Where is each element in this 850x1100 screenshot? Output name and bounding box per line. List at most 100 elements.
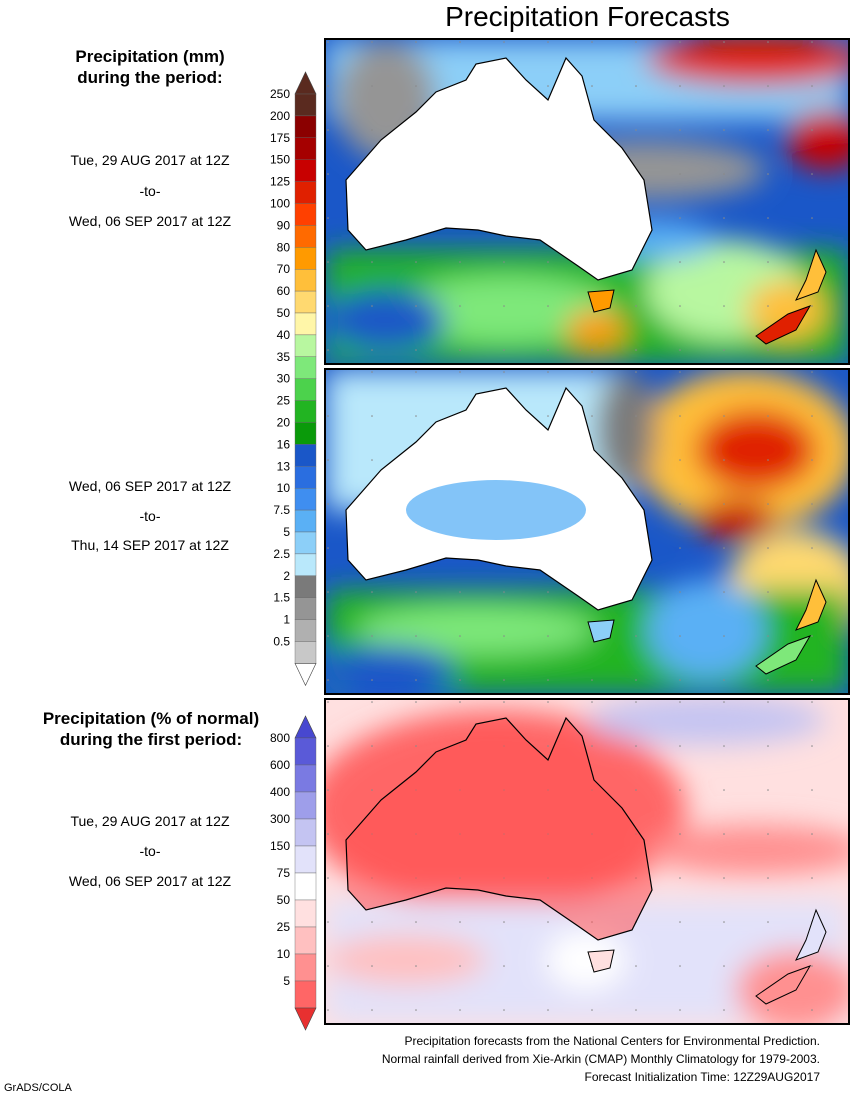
amount-colorbar-tick-label: 40 — [277, 328, 291, 342]
amount-colorbar-segment — [294, 575, 317, 598]
amount-colorbar-tick-label: 16 — [277, 437, 291, 451]
percent-colorbar-segment — [294, 818, 317, 847]
percent-normal-map — [324, 698, 850, 1025]
period1-sep: -to- — [139, 183, 161, 199]
period3-end: Wed, 06 SEP 2017 at 12Z — [68, 873, 232, 889]
amount-colorbar-tick-label: 1 — [283, 613, 290, 627]
amount-colorbar-segment — [294, 203, 317, 226]
percent-colorbar-tick-label: 75 — [277, 866, 291, 880]
amount-colorbar-segment — [294, 356, 317, 379]
amount-colorbar-segment — [294, 531, 317, 555]
amount-colorbar-segment — [294, 115, 317, 139]
percent-colorbar-tick-label: 25 — [277, 920, 291, 934]
forecast-map-period2-graphic — [326, 370, 848, 693]
amount-heading-line2: during the period: — [77, 68, 223, 87]
period2-start: Wed, 06 SEP 2017 at 12Z — [68, 478, 232, 494]
amount-colorbar-tick-label: 100 — [270, 197, 290, 211]
amount-colorbar-segment — [294, 553, 317, 576]
amount-colorbar-segment — [294, 312, 317, 336]
percent-heading-line1: Precipitation (% of normal) — [42, 709, 260, 728]
period2-end: Thu, 14 SEP 2017 at 12Z — [71, 537, 229, 553]
footer-init-time: Forecast Initialization Time: 12Z29AUG20… — [584, 1070, 820, 1084]
amount-colorbar-bottom-arrow — [294, 663, 317, 687]
percent-colorbar-tick-label: 600 — [270, 758, 290, 772]
period1-end: Wed, 06 SEP 2017 at 12Z — [68, 213, 232, 229]
percent-colorbar-segment — [294, 845, 317, 874]
amount-colorbar-tick-label: 35 — [277, 350, 291, 364]
amount-colorbar-tick-label: 0.5 — [273, 635, 290, 649]
footer-source-note: Precipitation forecasts from the Nationa… — [404, 1034, 820, 1048]
amount-colorbar-tick-label: 5 — [283, 525, 290, 539]
percent-normal-map-graphic — [326, 700, 848, 1023]
amount-colorbar-tick-label: 90 — [277, 218, 291, 232]
percent-colorbar-segment — [294, 953, 317, 982]
amount-colorbar-top-arrow — [294, 71, 317, 95]
period1-start: Tue, 29 AUG 2017 at 12Z — [70, 152, 230, 168]
percent-colorbar-tick-label: 10 — [277, 947, 291, 961]
amount-colorbar-segment — [294, 400, 317, 423]
percent-colorbar-tick-label: 300 — [270, 812, 290, 826]
amount-colorbar-segment — [294, 597, 317, 620]
amount-colorbar-segment — [294, 488, 317, 511]
amount-colorbar-tick-label: 125 — [270, 175, 290, 189]
percent-colorbar-tick-label: 400 — [270, 785, 290, 799]
amount-colorbar-segment — [294, 422, 317, 445]
amount-colorbar-segment — [294, 509, 317, 533]
percent-colorbar-segment — [294, 899, 317, 928]
percent-colorbar-segment — [294, 926, 317, 955]
period2-sep: -to- — [139, 508, 161, 524]
percent-colorbar-segment — [294, 980, 317, 1009]
percent-colorbar-tick-label: 800 — [270, 731, 290, 745]
amount-colorbar-tick-label: 7.5 — [273, 503, 290, 517]
forecast-map-period2 — [324, 368, 850, 695]
amount-colorbar-tick-label: 2 — [283, 569, 290, 583]
amount-colorbar-segment — [294, 268, 317, 292]
amount-colorbar-tick-label: 25 — [277, 394, 291, 408]
amount-colorbar-segment — [294, 619, 317, 642]
amount-colorbar-segment — [294, 225, 317, 248]
percent-colorbar-segment — [294, 764, 317, 793]
amount-colorbar-tick-label: 70 — [277, 262, 291, 276]
amount-colorbar-segment — [294, 466, 317, 489]
amount-colorbar: 250 200 175 150 125 100 90 80 70 60 50 40 35 30 25 20 16… — [268, 71, 318, 687]
amount-colorbar-segment — [294, 93, 317, 117]
period3-start: Tue, 29 AUG 2017 at 12Z — [70, 813, 230, 829]
percent-colorbar-segment — [294, 872, 317, 901]
forecast-map-period1 — [324, 38, 850, 365]
amount-colorbar-tick-label: 20 — [277, 416, 291, 430]
amount-colorbar-segment — [294, 181, 317, 204]
amount-colorbar-segment — [294, 378, 317, 401]
percent-colorbar-top-arrow — [294, 715, 317, 739]
amount-colorbar-tick-label: 175 — [270, 131, 290, 145]
amount-colorbar-tick-label: 10 — [277, 481, 291, 495]
credit-label: GrADS/COLA — [4, 1082, 72, 1094]
amount-colorbar-tick-label: 60 — [277, 284, 291, 298]
percent-colorbar-tick-label: 50 — [277, 893, 291, 907]
amount-colorbar-tick-label: 2.5 — [273, 547, 290, 561]
percent-colorbar-graphic: 800 600 400 300 150 75 50 25 10 5 — [270, 715, 317, 1031]
amount-colorbar-tick-label: 30 — [277, 372, 291, 386]
page-title: Precipitation Forecasts — [445, 1, 730, 32]
amount-colorbar-segment — [294, 641, 317, 664]
percent-colorbar-segment — [294, 791, 317, 820]
amount-colorbar-tick-label: 150 — [270, 153, 290, 167]
amount-colorbar-segment — [294, 444, 317, 467]
percent-colorbar-tick-label: 5 — [283, 974, 290, 988]
amount-colorbar-segment — [294, 334, 317, 357]
amount-colorbar-segment — [294, 159, 317, 182]
amount-colorbar-tick-label: 200 — [270, 109, 290, 123]
amount-colorbar-segment — [294, 247, 317, 270]
forecast-map-period1-graphic — [326, 40, 848, 363]
amount-colorbar-tick-label: 80 — [277, 240, 291, 254]
percent-heading: Precipitation (% of normal) during the f… — [20, 708, 282, 750]
amount-heading-line1: Precipitation (mm) — [75, 47, 225, 66]
amount-colorbar-tick-label: 1.5 — [273, 591, 290, 605]
period3-sep: -to- — [139, 843, 161, 859]
amount-colorbar-graphic: 2502001751501251009080706050403530252016… — [270, 71, 317, 687]
percent-colorbar: 800 600 400 300 150 75 50 25 10 5 — [268, 715, 318, 1031]
amount-colorbar-tick-label: 13 — [277, 459, 291, 473]
amount-heading: Precipitation (mm) during the period: — [40, 46, 260, 88]
amount-colorbar-tick-label: 250 — [270, 87, 290, 101]
amount-colorbar-segment — [294, 290, 317, 314]
percent-colorbar-bottom-arrow — [294, 1007, 317, 1031]
